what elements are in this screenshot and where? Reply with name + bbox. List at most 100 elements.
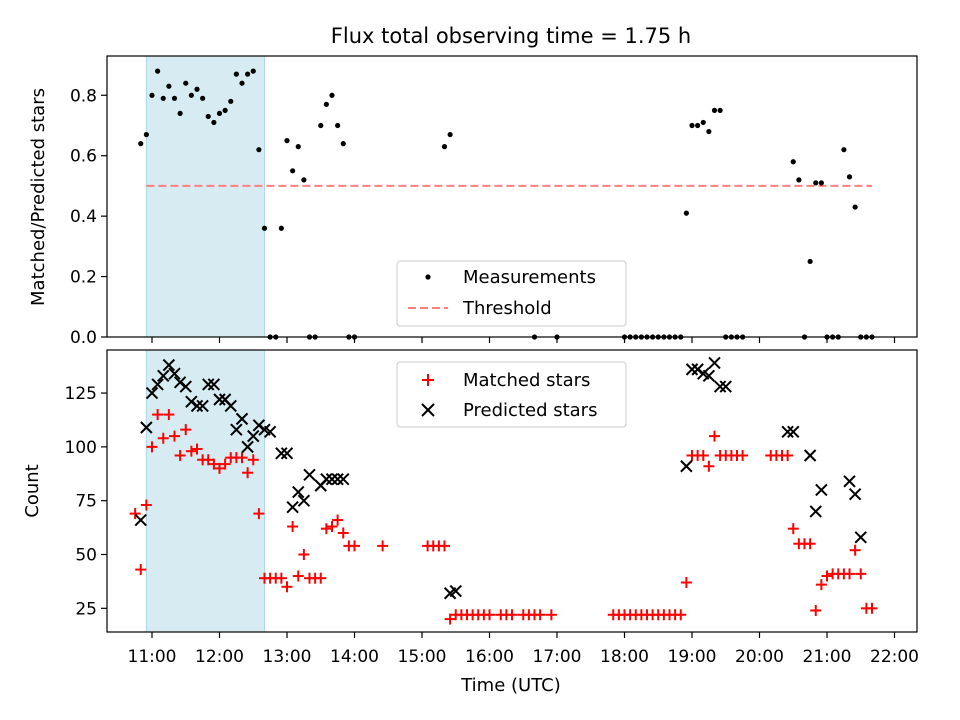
- predicted-star-marker: [134, 513, 147, 527]
- predicted-star-marker: [263, 425, 277, 439]
- matched-star-marker: [315, 572, 327, 584]
- matched-star-marker: [545, 609, 557, 621]
- count-y-tick-label: 75: [75, 492, 97, 512]
- matched-star-marker: [821, 570, 833, 582]
- matched-star-marker: [675, 609, 687, 621]
- matched-star-marker: [320, 523, 332, 535]
- predicted-star-marker: [337, 472, 350, 486]
- predicted-stars-markers: [134, 356, 867, 600]
- measurement-point: [329, 92, 335, 98]
- matched-star-marker: [152, 409, 164, 421]
- count-panel: 25 50 75 100 125 11:00 12:00 13:00 14:00 15:00 16…: [22, 349, 919, 667]
- measurement-point: [171, 95, 178, 101]
- measurement-point: [340, 141, 346, 147]
- ratio-legend: Measurements Threshold: [396, 260, 627, 327]
- legend-measurements-marker: [425, 274, 431, 280]
- ratio-x-ticks: [151, 337, 896, 343]
- predicted-star-marker: [190, 399, 204, 413]
- matched-star-marker: [349, 540, 360, 552]
- matched-star-marker: [844, 568, 855, 580]
- matched-star-marker: [484, 609, 495, 621]
- predicted-star-marker: [787, 425, 800, 439]
- measurement-point: [807, 258, 813, 265]
- predicted-star-marker: [196, 399, 209, 413]
- matched-star-marker: [787, 523, 799, 535]
- ratio-y-tick-label: 0.2: [70, 268, 97, 288]
- predicted-star-marker: [145, 386, 159, 400]
- matched-star-marker: [275, 572, 287, 584]
- measurement-point: [689, 122, 695, 129]
- x-tick-label: 21:00: [803, 647, 852, 667]
- measurement-point: [711, 107, 718, 113]
- measurement-point: [700, 119, 706, 126]
- matched-star-marker: [292, 570, 304, 582]
- measurement-point: [194, 86, 200, 92]
- measurement-point: [852, 204, 858, 210]
- matched-star-marker: [444, 613, 456, 625]
- predicted-star-marker: [202, 378, 215, 391]
- shaded-interval: [145, 349, 265, 633]
- matched-star-marker: [534, 609, 546, 621]
- matched-star-marker: [680, 576, 692, 588]
- matched-star-marker: [242, 467, 254, 479]
- shaded-interval: [145, 55, 265, 338]
- count-axes-frame: [106, 349, 918, 633]
- predicted-star-marker: [713, 380, 727, 393]
- measurement-point: [155, 68, 161, 74]
- predicted-star-marker: [848, 488, 862, 501]
- ratio-y-axis-label: Matched/Predicted stars: [28, 88, 49, 306]
- predicted-star-marker: [331, 472, 344, 486]
- measurement-point: [796, 177, 802, 183]
- measurement-point: [318, 122, 324, 129]
- measurement-point: [813, 180, 819, 186]
- measurement-point: [228, 98, 234, 104]
- matched-star-marker: [236, 452, 248, 464]
- predicted-star-marker: [854, 531, 867, 544]
- count-y-tick-label: 25: [75, 599, 97, 619]
- predicted-star-marker: [809, 505, 822, 518]
- predicted-star-marker: [292, 485, 305, 499]
- ratio-legend-box: [396, 260, 627, 327]
- matched-stars-markers: [129, 409, 878, 625]
- measurement-point: [143, 131, 149, 138]
- legend-matched-marker: [422, 374, 434, 386]
- predicted-star-marker: [235, 412, 249, 426]
- predicted-star-marker: [247, 429, 260, 443]
- matched-star-marker: [169, 430, 180, 442]
- measurement-point: [188, 92, 194, 98]
- measurement-point: [846, 174, 853, 180]
- measurement-point: [295, 144, 301, 150]
- count-x-ticks: 11:00 12:00 13:00 14:00 15:00 16:00 17:00 18:00…: [128, 632, 919, 667]
- matched-star-marker: [737, 449, 749, 461]
- matched-star-marker: [202, 454, 214, 466]
- matched-star-marker: [703, 460, 715, 472]
- measurement-point: [717, 107, 723, 113]
- measurement-point: [284, 138, 290, 144]
- measurement-point: [447, 131, 453, 138]
- count-y-tick-label: 50: [75, 546, 97, 566]
- measurement-point: [205, 113, 211, 120]
- matched-star-marker: [377, 540, 389, 552]
- predicted-star-marker: [213, 393, 226, 406]
- measurement-point: [301, 177, 307, 183]
- x-tick-label: 19:00: [668, 647, 717, 667]
- matched-star-marker: [281, 581, 293, 593]
- measurement-point: [233, 71, 239, 77]
- legend-threshold-label: Threshold: [462, 298, 552, 319]
- ratio-y-tick-label: 0.6: [70, 147, 97, 167]
- matched-star-marker: [219, 458, 231, 470]
- matched-star-marker: [439, 540, 450, 552]
- matched-star-marker: [782, 449, 794, 461]
- matched-star-marker: [191, 443, 203, 455]
- matched-star-marker: [185, 445, 197, 457]
- measurement-point: [245, 71, 251, 77]
- measurement-point: [149, 92, 155, 98]
- predicted-star-marker: [781, 425, 794, 439]
- predicted-star-marker: [803, 449, 817, 462]
- predicted-star-marker: [303, 468, 316, 482]
- matched-star-marker: [253, 508, 265, 520]
- count-legend: Matched stars Predicted stars: [396, 361, 627, 428]
- predicted-star-marker: [815, 483, 828, 497]
